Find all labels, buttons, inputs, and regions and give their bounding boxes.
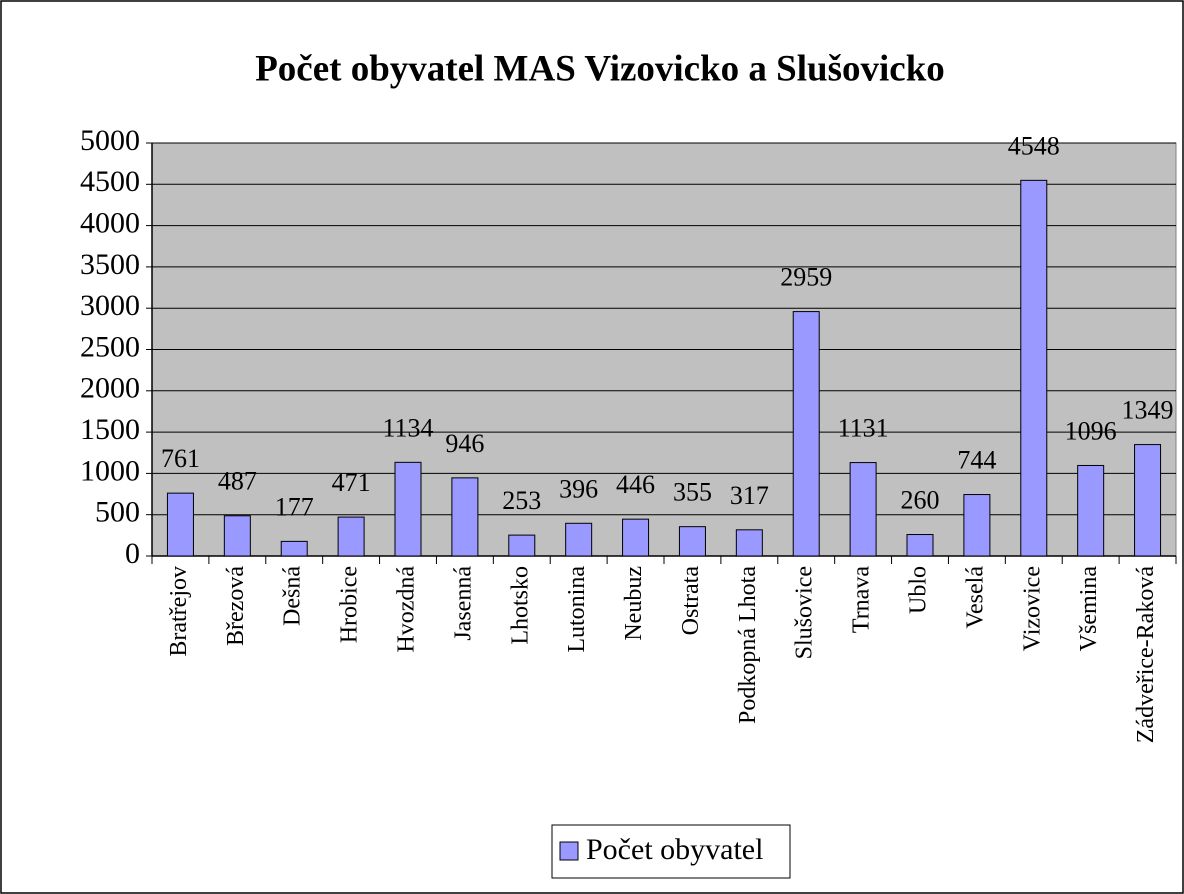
bar <box>1134 444 1162 557</box>
x-tick-label: Ostrata <box>678 566 704 636</box>
data-label: 253 <box>502 486 541 515</box>
x-tick-label: Bratřejov <box>166 566 192 657</box>
bar <box>622 518 650 557</box>
bar <box>1077 464 1105 557</box>
bar <box>963 494 991 557</box>
chart-title: Počet obyvatel MAS Vizovicko a Slušovick… <box>255 48 945 89</box>
data-label: 946 <box>445 429 484 458</box>
legend-label: Počet obyvatel <box>586 833 763 866</box>
x-tick-label: Veselá <box>962 566 988 629</box>
y-tick-label: 2500 <box>80 330 140 363</box>
bar <box>565 522 593 557</box>
data-label: 761 <box>161 444 200 473</box>
y-tick-label: 1000 <box>80 454 140 487</box>
bar <box>906 534 934 557</box>
x-tick-label: Neubuz <box>621 566 647 641</box>
data-label: 177 <box>275 492 314 521</box>
y-tick-label: 3500 <box>80 248 140 281</box>
x-tick-label: Hvozdná <box>394 566 420 653</box>
data-label: 744 <box>957 446 996 475</box>
y-tick-label: 2000 <box>80 372 140 405</box>
y-tick-label: 5000 <box>80 124 140 157</box>
legend-swatch <box>559 841 579 861</box>
data-label: 487 <box>218 467 257 496</box>
x-tick-label: Podkopná Lhota <box>735 566 761 724</box>
y-tick-label: 0 <box>125 537 140 570</box>
data-label: 446 <box>616 470 655 499</box>
bar <box>223 515 251 557</box>
x-tick-label: Trnava <box>849 566 875 633</box>
data-label: 1349 <box>1122 396 1174 425</box>
x-tick-label: Lhotsko <box>507 566 533 645</box>
y-tick-label: 3000 <box>80 289 140 322</box>
x-tick-label: Všemina <box>1076 566 1102 652</box>
x-tick-label: Lutonina <box>564 566 590 653</box>
data-label: 1134 <box>382 413 433 442</box>
x-tick-label: Ublo <box>906 566 932 614</box>
legend-box <box>551 824 791 879</box>
bar <box>792 311 820 557</box>
data-label: 471 <box>332 468 371 497</box>
bar <box>394 461 422 557</box>
x-tick-label: Zádveřice-Raková <box>1133 566 1159 744</box>
bar <box>337 516 365 557</box>
x-tick-label: Březová <box>223 566 249 646</box>
data-label: 1131 <box>838 414 889 443</box>
bar <box>849 462 877 557</box>
y-tick-label: 4500 <box>80 165 140 198</box>
y-tick-label: 500 <box>95 496 140 529</box>
bar <box>451 477 479 557</box>
y-tick-label: 4000 <box>80 206 140 239</box>
x-tick-label: Hrobice <box>337 566 363 643</box>
data-label: 396 <box>559 474 598 503</box>
bar <box>678 526 706 557</box>
data-label: 355 <box>673 478 712 507</box>
bar <box>508 534 536 557</box>
bar <box>1020 179 1048 557</box>
data-label: 317 <box>730 481 769 510</box>
data-label: 1096 <box>1065 416 1117 445</box>
x-tick-label: Dešná <box>280 566 306 626</box>
data-label: 4548 <box>1008 131 1060 160</box>
y-tick-label: 1500 <box>80 413 140 446</box>
data-label: 260 <box>901 485 940 514</box>
data-label: 2959 <box>780 263 832 292</box>
bar <box>735 529 763 557</box>
x-tick-label: Slušovice <box>792 566 818 659</box>
bar <box>280 540 308 557</box>
x-tick-label: Jasenná <box>450 566 476 641</box>
x-tick-label: Vizovice <box>1019 566 1045 651</box>
bar <box>166 492 194 557</box>
